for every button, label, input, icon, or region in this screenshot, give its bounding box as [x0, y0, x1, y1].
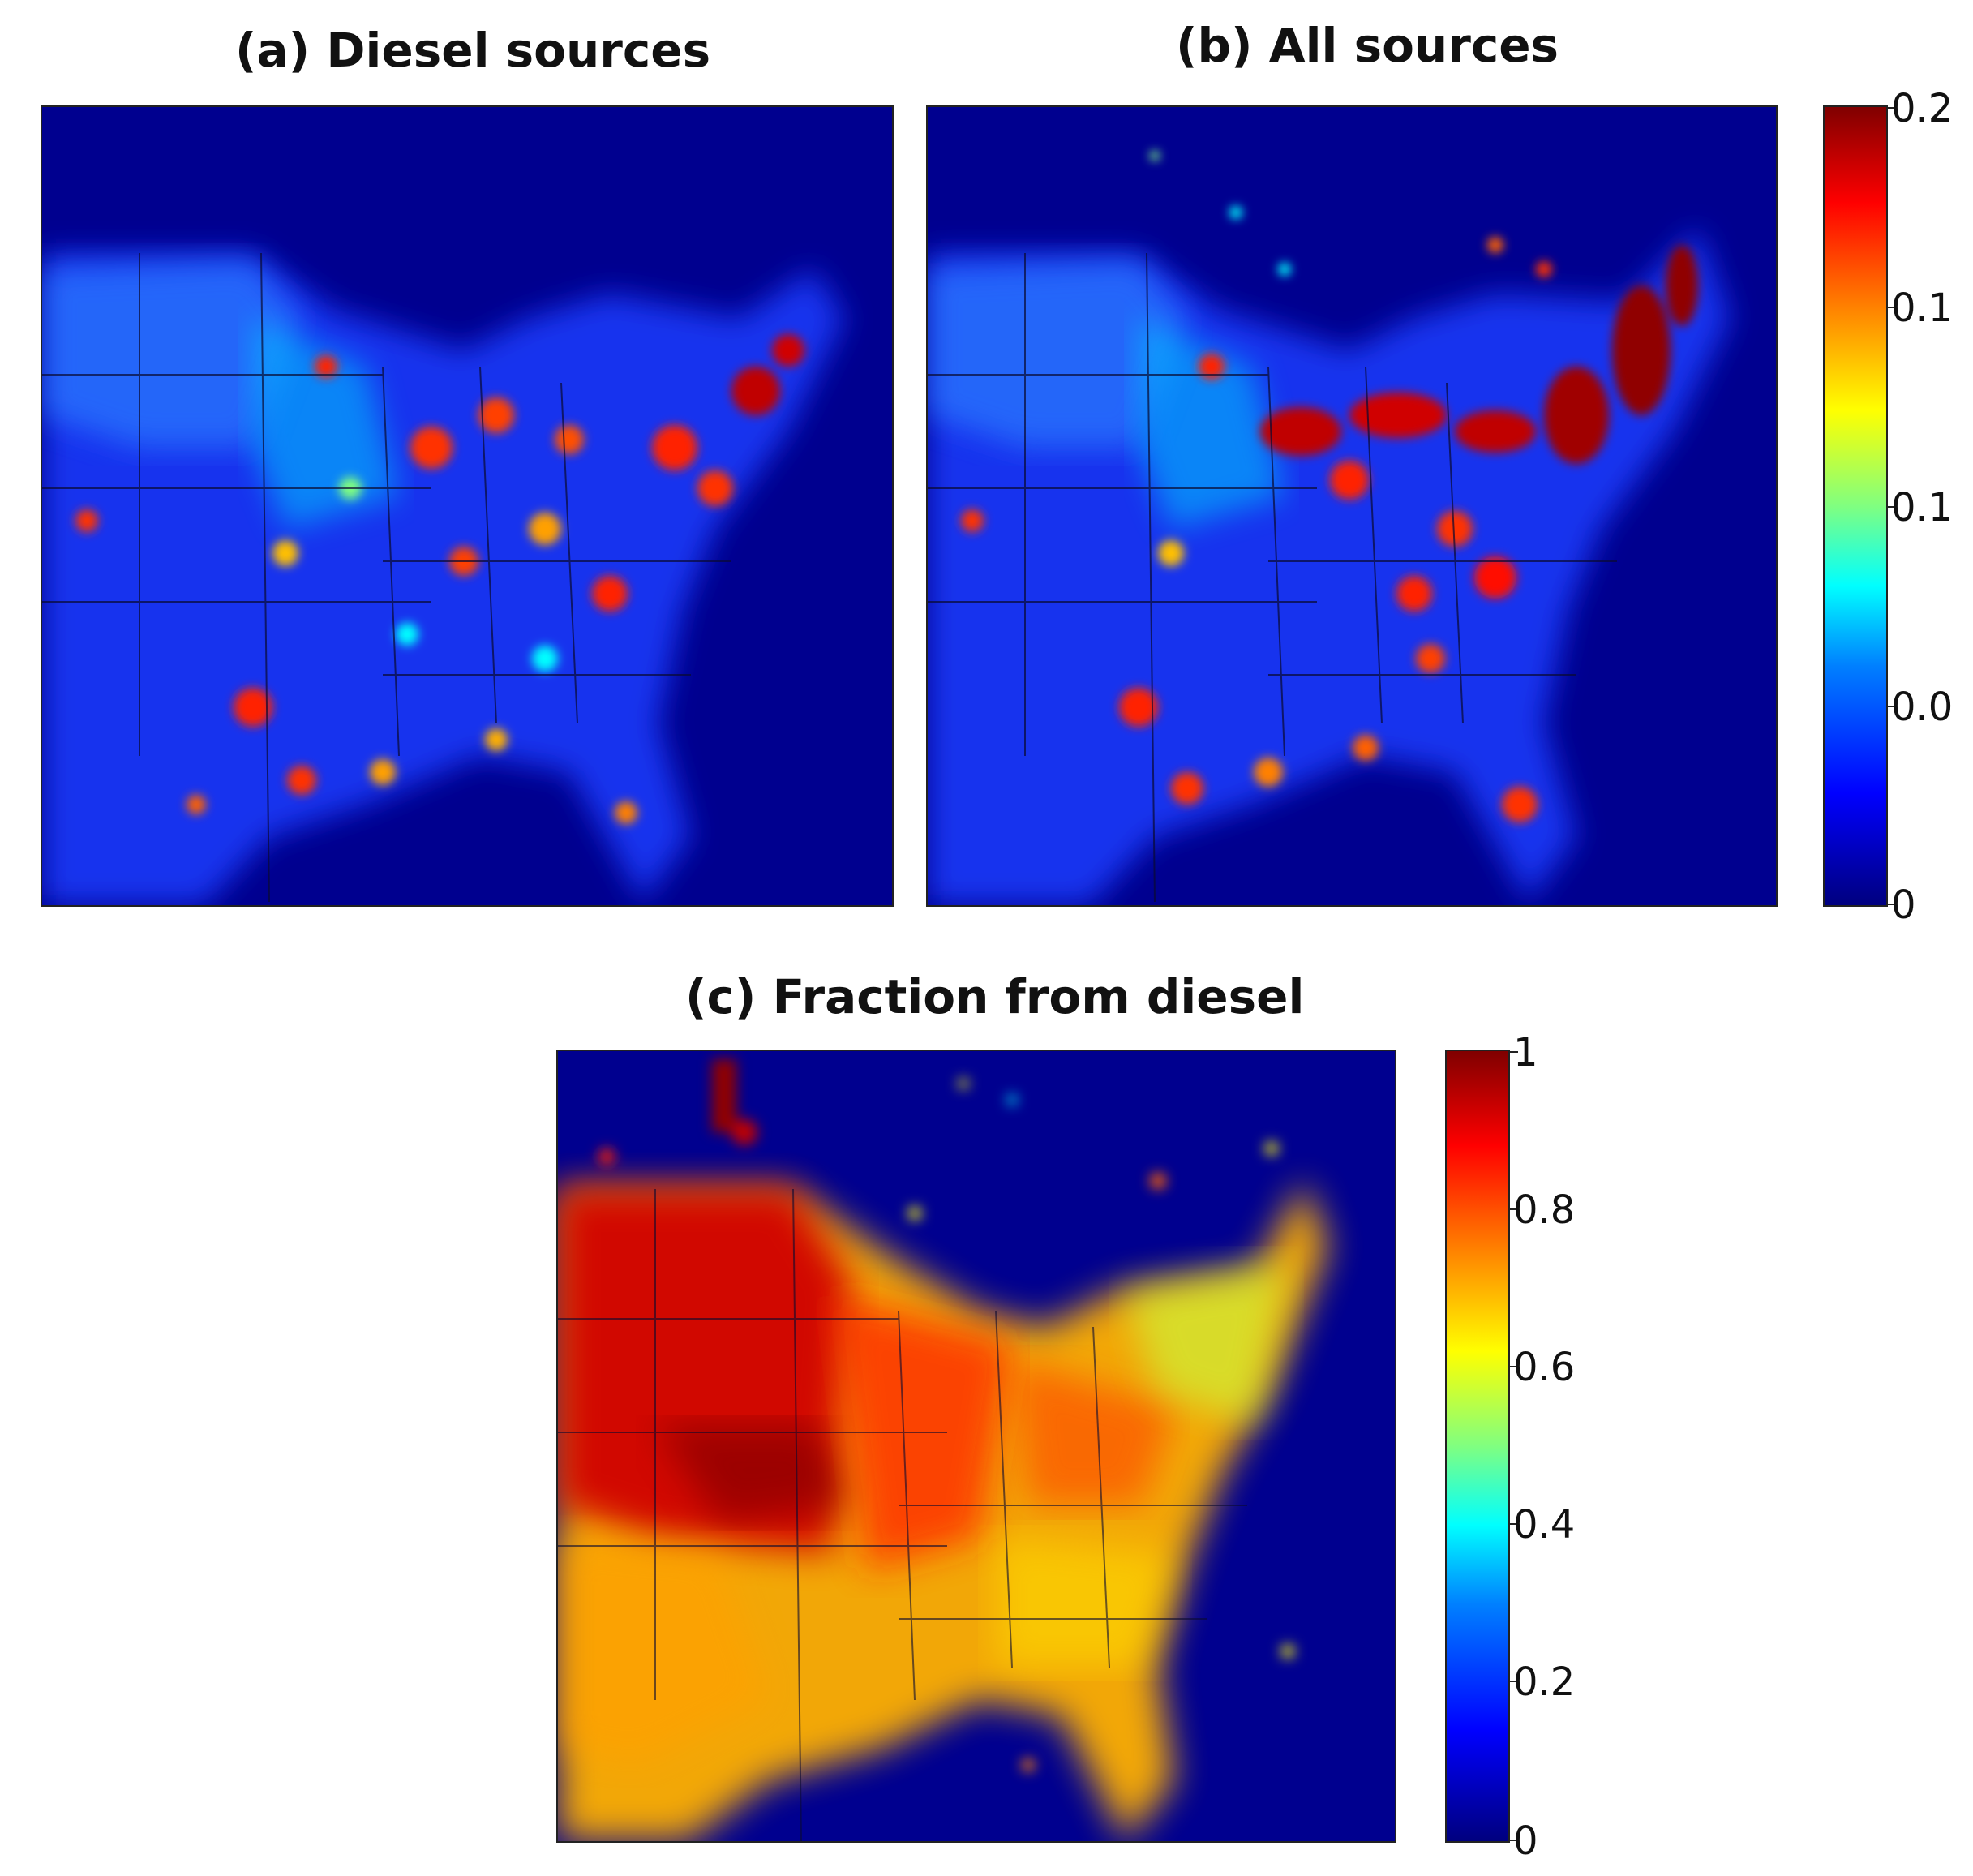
colorbar-top-tick-0: 0.2: [1891, 86, 1954, 131]
panel-a-title: (a) Diesel sources: [235, 23, 711, 78]
colorbar-bottom: [1445, 1050, 1510, 1843]
hotspots-a: [75, 334, 804, 824]
panel-a-map: [41, 105, 894, 907]
panel-c-map: [556, 1050, 1396, 1843]
colorbar-top: [1823, 105, 1888, 907]
colorbar-bottom-tick-1: 0.8: [1513, 1187, 1576, 1233]
panel-b-map-svg: [928, 151, 1731, 905]
colorbar-bottom-tick-4: 0.2: [1513, 1659, 1576, 1705]
colorbar-bottom-tick-3: 0.4: [1513, 1502, 1576, 1548]
state-borders-c: [558, 1188, 1247, 1841]
hotspots-c: [598, 1059, 1294, 1771]
colorbar-bottom-tick-2: 0.6: [1513, 1345, 1576, 1390]
state-borders-b: [928, 252, 1617, 903]
state-borders-a: [42, 252, 731, 903]
colorbar-top-tick-3: 0.0: [1891, 685, 1954, 730]
panel-c-title: (c) Fraction from diesel: [685, 969, 1305, 1024]
colorbar-top-tick-1: 0.1: [1891, 285, 1966, 331]
panel-b-title: (b) All sources: [1176, 18, 1559, 73]
panel-c-map-svg: [558, 1059, 1328, 1841]
panel-b-map: [926, 105, 1778, 907]
colorbar-top-tick-4: 0: [1891, 882, 1916, 928]
colorbar-bottom-tick-5: 0: [1513, 1818, 1538, 1864]
colorbar-bottom-tick-0: 1: [1513, 1030, 1538, 1075]
panel-a-map-svg: [42, 252, 845, 905]
hotspots-b: [961, 151, 1698, 822]
colorbar-top-tick-2: 0.1: [1891, 485, 1954, 530]
